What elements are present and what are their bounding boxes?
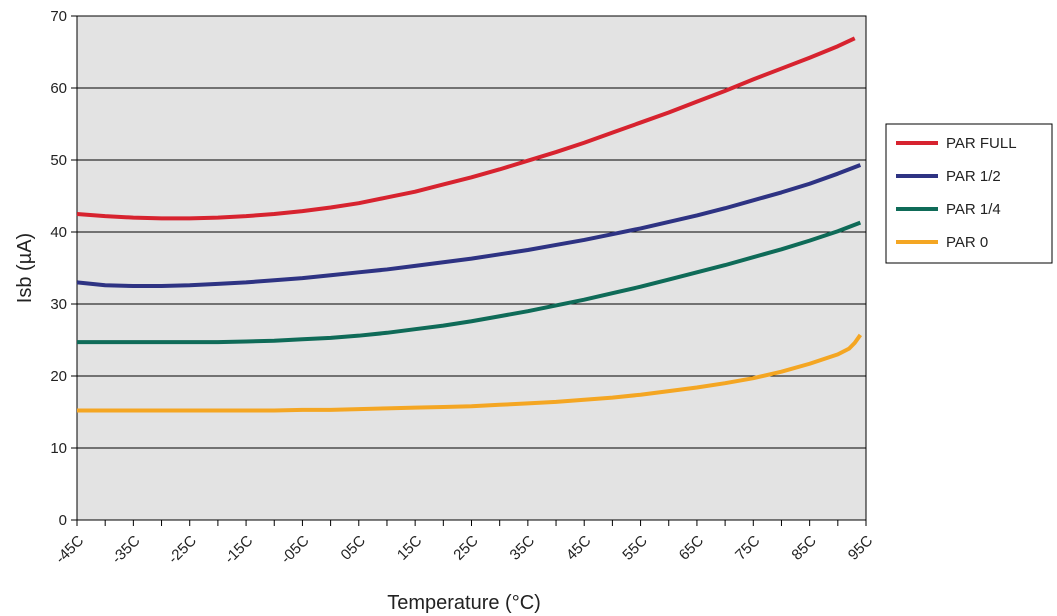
grid-lines [77,87,866,449]
x-tick-label: 35C [507,532,539,564]
x-tick-label: 15C [394,532,426,564]
y-tick-label: 0 [59,512,67,529]
x-tick-label: 65C [676,532,708,564]
legend-label-par-1-4: PAR 1/4 [946,201,1001,218]
x-tick-label: 45C [563,532,595,564]
x-tick-label: 95C [845,532,877,564]
x-axis-title: Temperature (°C) [387,592,541,614]
series-layer [76,36,862,413]
y-axis-title: Isb (µA) [14,233,36,303]
plot-area-background [76,15,867,521]
series-line-par-1-4 [77,220,862,345]
y-tick-label: 60 [50,80,67,97]
x-tick-label: -25C [165,532,200,567]
y-tick-label: 10 [50,440,67,457]
x-tick-label: -45C [52,532,87,567]
y-tick-label: 30 [50,296,67,313]
y-tick-label: 20 [50,368,67,385]
legend-label-par-1-2: PAR 1/2 [946,168,1001,185]
series-line-par-full [76,36,856,221]
x-tick-label: 85C [788,532,820,564]
legend-label-par-full: PAR FULL [946,135,1017,152]
legend: PAR FULL PAR 1/2 PAR 1/4 PAR 0 [885,123,1053,264]
x-tick-label: 05C [338,532,370,564]
y-tick-label: 50 [50,152,67,169]
x-tick-label: 75C [732,532,764,564]
x-tick-label: 25C [450,532,482,564]
x-tick-label: -15C [221,532,256,567]
x-tick-label: -35C [109,532,144,567]
series-line-par-0 [77,333,862,413]
y-tick-label: 70 [50,8,67,25]
y-tick-label: 40 [50,224,67,241]
series-line-par-1-2 [76,163,862,288]
x-tick-label: 55C [619,532,651,564]
legend-box [885,123,1053,264]
x-tick-label: -05C [278,532,313,567]
legend-label-par-0: PAR 0 [946,234,988,251]
